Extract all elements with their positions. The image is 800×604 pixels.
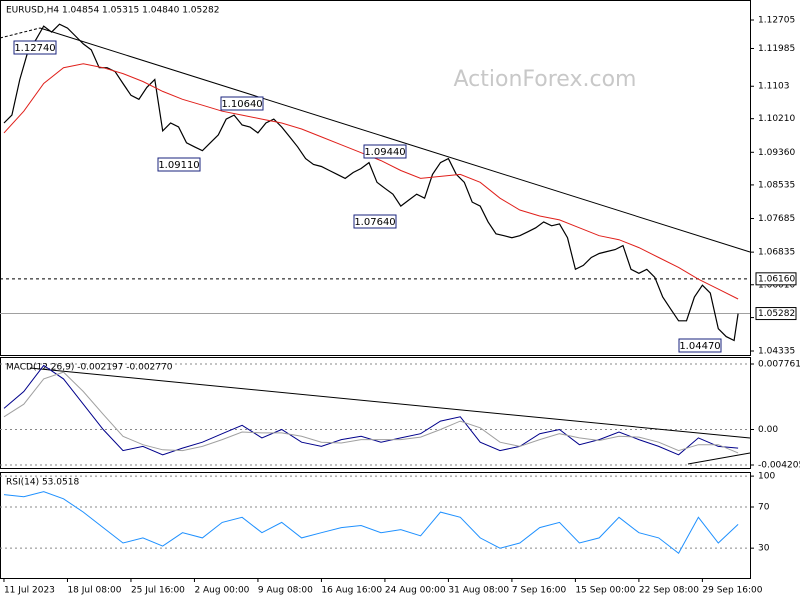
- annotation-label: 1.09440: [364, 147, 405, 158]
- y-tick-label: 1.11985: [758, 44, 795, 54]
- x-tick-label: 11 Jul 2023: [4, 586, 55, 596]
- annotation-label: 1.09110: [158, 160, 199, 171]
- x-tick-label: 18 Jul 08:00: [67, 586, 121, 596]
- y-tick-label: 1.08535: [758, 180, 795, 190]
- x-tick-label: 15 Sep 00:00: [575, 586, 635, 596]
- y-tick-label: 1.06835: [758, 248, 795, 258]
- panel-title: RSI(14) 53.0518: [6, 478, 79, 488]
- y-tick-label: 1.09360: [758, 148, 795, 158]
- level-box: [755, 307, 797, 321]
- trendline: [687, 452, 751, 465]
- trendline: [0, 27, 41, 39]
- trendline: [29, 367, 751, 439]
- annotation-box: [678, 338, 722, 353]
- level-label: 1.05282: [758, 309, 795, 319]
- annotation-label: 1.07640: [354, 217, 395, 228]
- y-tick-label: 100: [758, 472, 775, 482]
- y-tick-label: 1.10210: [758, 114, 795, 124]
- series-line: [3, 491, 739, 555]
- annotation-label: 1.10640: [221, 99, 262, 110]
- y-tick-label: 0.007761: [758, 359, 800, 369]
- y-tick-label: 70: [758, 502, 770, 512]
- level-label: 1.06160: [758, 274, 795, 284]
- y-tick-label: 1.04335: [758, 347, 795, 357]
- annotation-box: [353, 214, 397, 229]
- y-tick-label: 1.1103: [758, 82, 790, 92]
- x-tick-label: 31 Aug 08:00: [448, 586, 509, 596]
- panel-frame: [0, 0, 751, 356]
- panel-frame: [0, 357, 751, 469]
- panel-title: MACD(12,26,9) -0.002197 -0.002770: [6, 363, 173, 373]
- x-tick-label: 25 Jul 16:00: [131, 586, 185, 596]
- y-tick-label: 1.12705: [758, 16, 795, 26]
- x-tick-label: 9 Aug 08:00: [258, 586, 313, 596]
- x-tick-label: 22 Sep 08:00: [639, 586, 699, 596]
- annotation-box: [13, 40, 57, 55]
- x-tick-label: 2 Aug 00:00: [194, 586, 249, 596]
- annotation-label: 1.12740: [14, 43, 55, 54]
- level-box: [755, 272, 797, 286]
- watermark: ActionForex.com: [454, 67, 637, 92]
- annotation-box: [220, 96, 264, 111]
- y-tick-label: -0.004205: [758, 461, 800, 471]
- panel-frame: [0, 472, 751, 579]
- trendline: [39, 27, 751, 253]
- x-tick-label: 29 Sep 16:00: [702, 586, 762, 596]
- annotation-box: [363, 144, 407, 159]
- x-tick-label: 16 Aug 16:00: [321, 586, 382, 596]
- panel-title: EURUSD,H4 1.04854 1.05315 1.04840 1.0528…: [6, 6, 219, 16]
- annotation-box: [157, 157, 201, 172]
- x-tick-label: 24 Aug 00:00: [385, 586, 446, 596]
- series-line: [3, 23, 739, 342]
- y-tick-label: 30: [758, 544, 770, 554]
- series-line: [3, 371, 739, 454]
- y-tick-label: 0.00: [758, 425, 778, 435]
- y-tick-label: 1.07685: [758, 214, 795, 224]
- x-tick-label: 7 Sep 16:00: [512, 586, 567, 596]
- annotation-label: 1.04470: [679, 341, 720, 352]
